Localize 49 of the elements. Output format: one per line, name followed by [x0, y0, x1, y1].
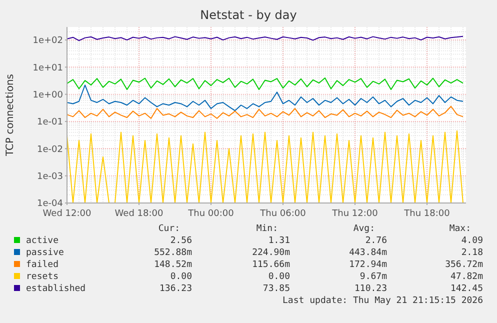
line-series	[66, 84, 464, 112]
text: 148.52m	[154, 260, 192, 270]
y-tick-label: 1e+01	[32, 63, 63, 74]
text: 172.94m	[349, 260, 387, 270]
text: 552.88m	[154, 248, 192, 258]
text: Avg:	[353, 224, 375, 234]
x-tick-label: Wed 18:00	[114, 209, 164, 219]
x-tick-label: Thu 00:00	[187, 209, 234, 219]
text: Last update: Thu May 21 21:15:15 2026	[282, 296, 483, 306]
text: 224.90m	[252, 248, 290, 258]
text: 1.31	[268, 236, 290, 246]
text: 2.76	[365, 236, 387, 246]
y-tick-label: 1e-01	[37, 118, 63, 128]
text: 4.09	[461, 236, 483, 246]
line-series	[66, 106, 464, 119]
y-tick-label: 1e-03	[37, 172, 63, 182]
x-tick-label: Wed 12:00	[42, 209, 92, 219]
text: 9.67m	[360, 272, 387, 282]
text: 0.00	[268, 272, 290, 282]
y-tick-label: 1e+00	[32, 90, 64, 100]
legend-label: failed	[26, 260, 59, 270]
text: 443.84m	[349, 248, 387, 258]
y-axis-title: TCP connections	[5, 74, 16, 158]
y-tick-label: 1e-04	[37, 199, 64, 210]
y-tick-label: 1e-02	[37, 144, 63, 155]
x-tick-label: Thu 12:00	[331, 209, 378, 219]
text: 2.56	[170, 236, 192, 246]
text: Max:	[449, 224, 471, 234]
line-series	[66, 130, 464, 204]
legend-label: passive	[26, 248, 64, 258]
legend-label: active	[26, 236, 59, 246]
text: Min:	[256, 224, 278, 234]
x-tick-label: Thu 18:00	[403, 209, 450, 219]
text: 0.00	[170, 272, 192, 282]
text: 115.66m	[252, 260, 290, 270]
text: Cur:	[158, 224, 180, 234]
text: 142.45	[450, 284, 483, 294]
text: 47.82m	[450, 272, 483, 282]
legend-label: established	[26, 284, 86, 294]
text: 356.72m	[445, 260, 483, 270]
chart-title: Netstat - by day	[200, 8, 297, 22]
line-series	[66, 77, 464, 90]
x-tick-label: Thu 06:00	[259, 209, 306, 219]
text: 73.85	[262, 284, 290, 294]
legend-label: resets	[26, 272, 59, 282]
text: 110.23	[354, 284, 387, 294]
text: 2.18	[461, 248, 483, 258]
y-tick-label: 1e+02	[32, 36, 63, 46]
text: 136.23	[159, 284, 192, 294]
